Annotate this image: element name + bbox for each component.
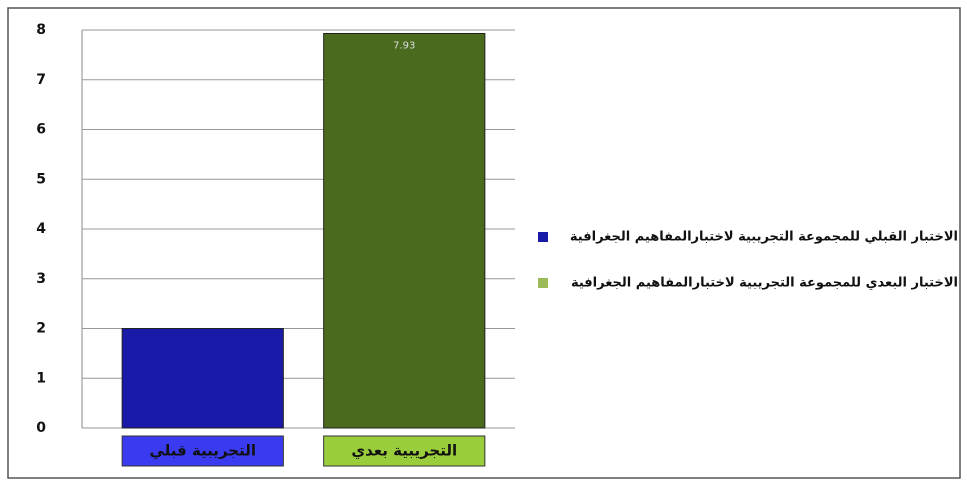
y-tick-label: 0 — [36, 420, 46, 436]
legend-label: الاختبار القبلي للمجموعة التجريبية لاختب… — [570, 230, 958, 245]
x-tick-label: التجريبية بعدي — [351, 442, 457, 461]
data-label: 7.93 — [393, 40, 415, 51]
y-tick-label: 1 — [36, 370, 46, 386]
y-tick-label: 4 — [36, 221, 46, 237]
legend-label: الاختبار البعدي للمجموعة التجريبية لاختب… — [571, 276, 958, 291]
y-tick-label: 5 — [36, 171, 46, 187]
y-tick-label: 2 — [36, 321, 46, 337]
y-tick-label: 3 — [36, 271, 46, 287]
y-tick-label: 8 — [36, 22, 46, 38]
legend-swatch — [538, 278, 548, 288]
bar — [323, 32, 486, 429]
bar — [121, 328, 284, 429]
y-tick-label: 6 — [36, 122, 46, 138]
x-tick-label: التجريبية قبلي — [150, 442, 256, 460]
y-tick-label: 7 — [36, 72, 46, 88]
category-box — [121, 435, 284, 467]
category-box — [323, 435, 486, 467]
legend-swatch — [538, 232, 548, 242]
